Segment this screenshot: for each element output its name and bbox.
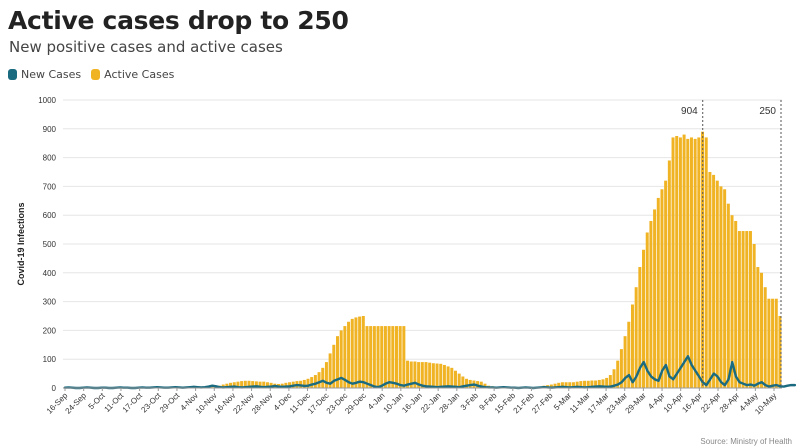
active-cases-bar	[749, 231, 752, 388]
x-tick-label: 24-Sep	[64, 391, 89, 416]
y-tick-label: 0	[52, 384, 57, 393]
active-cases-bar	[436, 364, 439, 388]
active-cases-bar	[664, 181, 667, 388]
y-tick-label: 500	[43, 240, 57, 249]
active-cases-bar	[373, 326, 376, 388]
active-cases-bar	[646, 232, 649, 388]
active-cases-bar	[642, 250, 645, 388]
x-tick-label: 10-Jan	[382, 391, 406, 415]
x-tick-label: 29-Mar	[624, 391, 649, 416]
x-tick-label: 22-Apr	[699, 391, 723, 415]
active-cases-bar	[683, 135, 686, 388]
y-tick-label: 600	[43, 211, 57, 220]
active-cases-bar	[631, 304, 634, 388]
active-cases-bar	[672, 137, 675, 388]
x-tick-label: 29-Dec	[343, 391, 368, 416]
active-cases-bar	[395, 326, 398, 388]
active-cases-bar	[690, 137, 693, 388]
y-tick-label: 200	[43, 326, 57, 335]
x-tick-label: 3-Feb	[459, 391, 481, 413]
y-tick-label: 300	[43, 298, 57, 307]
active-cases-bar	[428, 363, 431, 388]
active-cases-bar	[354, 317, 357, 388]
active-cases-bar	[764, 287, 767, 388]
active-cases-bar	[716, 181, 719, 388]
x-tick-label: 28-Nov	[250, 391, 275, 416]
active-cases-bar	[310, 377, 313, 388]
active-cases-bar	[447, 366, 450, 388]
active-cases-bar	[369, 326, 372, 388]
active-cases-bar	[719, 186, 722, 388]
active-cases-bar	[653, 209, 656, 388]
active-cases-bar	[351, 319, 354, 388]
active-cases-bar	[347, 322, 350, 388]
y-tick-label: 100	[43, 355, 57, 364]
y-tick-label: 700	[43, 182, 57, 191]
active-cases-bar	[443, 365, 446, 388]
y-axis-label: Covid-19 Infections	[16, 202, 26, 285]
active-cases-bar	[723, 189, 726, 388]
active-cases-bar	[321, 368, 324, 388]
active-cases-bar	[760, 273, 763, 388]
y-tick-label: 800	[43, 154, 57, 163]
source-note: Source: Ministry of Health	[700, 437, 792, 446]
active-cases-bar	[424, 362, 427, 388]
active-cases-bar	[753, 244, 756, 388]
active-cases-bar	[450, 368, 453, 388]
active-cases-bar	[365, 326, 368, 388]
active-cases-bar	[675, 136, 678, 388]
active-cases-bar	[402, 326, 405, 388]
annotation-label: 904	[681, 106, 698, 117]
active-cases-bar	[705, 137, 708, 388]
active-cases-bar	[775, 299, 778, 388]
active-cases-bar	[384, 326, 387, 388]
active-cases-bar	[380, 326, 383, 388]
active-cases-bar	[727, 204, 730, 388]
x-tick-label: 28-Jan	[438, 391, 462, 415]
active-cases-bar	[708, 172, 711, 388]
active-cases-bar	[657, 198, 660, 388]
active-cases-bar	[694, 139, 697, 388]
x-tick-label: 10-Apr	[662, 391, 686, 415]
active-cases-bar	[318, 372, 321, 388]
active-cases-bar	[697, 137, 700, 388]
active-cases-bar	[668, 160, 671, 388]
annotation-label: 250	[759, 106, 776, 117]
x-tick-label: 28-Apr	[718, 391, 742, 415]
active-cases-bar	[377, 326, 380, 388]
active-cases-bar	[767, 299, 770, 388]
active-cases-bar	[756, 267, 759, 388]
x-tick-label: 16-Jan	[400, 391, 424, 415]
active-cases-bar	[745, 231, 748, 388]
active-cases-bar	[454, 371, 457, 388]
active-cases-bar	[734, 221, 737, 388]
active-cases-bar	[399, 326, 402, 388]
active-cases-bar	[432, 363, 435, 388]
active-cases-bar	[742, 231, 745, 388]
active-cases-bar	[660, 189, 663, 388]
active-cases-bar	[738, 231, 741, 388]
active-cases-bar	[686, 139, 689, 388]
active-cases-bar	[439, 364, 442, 388]
y-tick-label: 1000	[38, 96, 56, 105]
active-cases-bar	[712, 175, 715, 388]
x-tick-label: 29-Oct	[158, 391, 182, 415]
y-tick-label: 900	[43, 125, 57, 134]
y-tick-label: 400	[43, 269, 57, 278]
active-cases-bar	[362, 316, 365, 388]
active-cases-bar	[314, 375, 317, 388]
active-cases-bar	[358, 317, 361, 388]
active-cases-bar	[771, 299, 774, 388]
active-cases-bar	[391, 326, 394, 388]
active-cases-bar	[388, 326, 391, 388]
x-tick-label: 27-Feb	[530, 391, 555, 416]
active-cases-bar	[649, 221, 652, 388]
active-cases-bar	[679, 137, 682, 388]
